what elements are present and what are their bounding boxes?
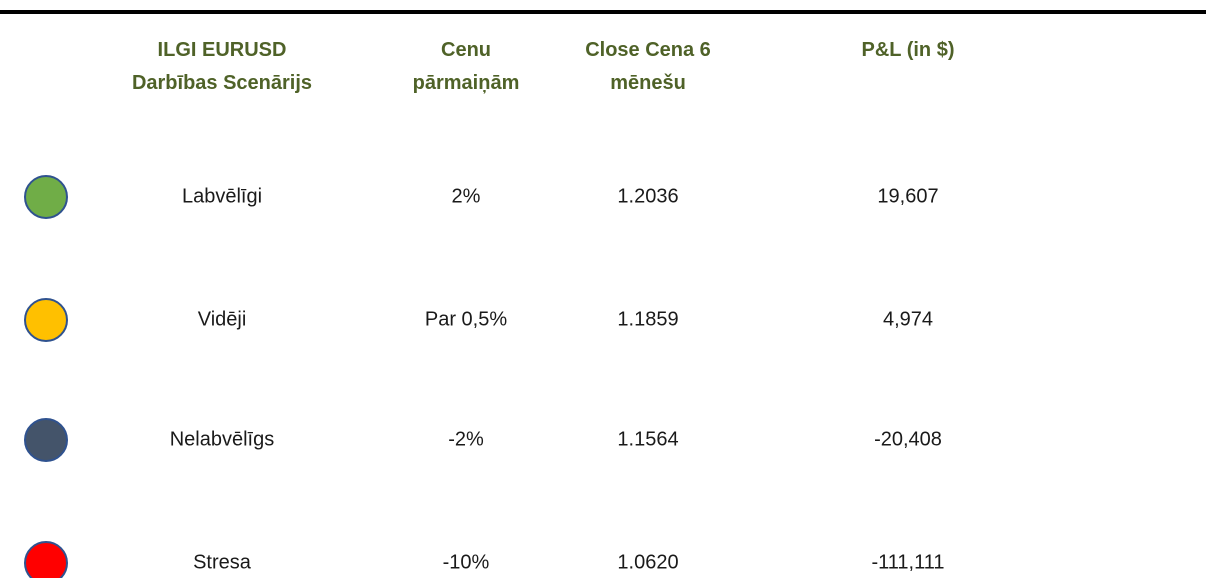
column-header: pārmaiņām [412,72,520,94]
table-cell: -20,408 [874,428,942,451]
table-cell: 1.1859 [617,308,679,331]
table-cell: 19,607 [877,185,939,208]
column-header: ILGI EURUSD [157,39,287,61]
table-cell: Vidēji [197,308,247,331]
table-cell: -111,111 [871,551,945,574]
status-dot [24,541,68,578]
table-cell: 4,974 [882,308,934,331]
table-cell: -2% [448,428,484,451]
table-cell: Nelabvēlīgs [169,428,275,451]
table-cell: 1.1564 [617,428,679,451]
top-rule [0,10,1206,14]
column-header: P&L (in $) [861,39,955,61]
status-dot [24,175,68,219]
column-header: Cenu [441,39,491,61]
table-cell: 2% [451,185,481,208]
column-header: Darbības Scenārijs [131,72,313,94]
table-cell: Labvēlīgi [181,185,263,208]
status-dot [24,418,68,462]
table-cell: Par 0,5% [424,308,508,331]
column-header: Close Cena 6 [585,39,711,61]
table-cell: 1.2036 [617,185,679,208]
table-cell: Stresa [193,551,251,574]
status-dot [24,298,68,342]
column-header: mēnešu [610,72,686,94]
table-cell: -10% [442,551,490,574]
table-cell: 1.0620 [617,551,679,574]
